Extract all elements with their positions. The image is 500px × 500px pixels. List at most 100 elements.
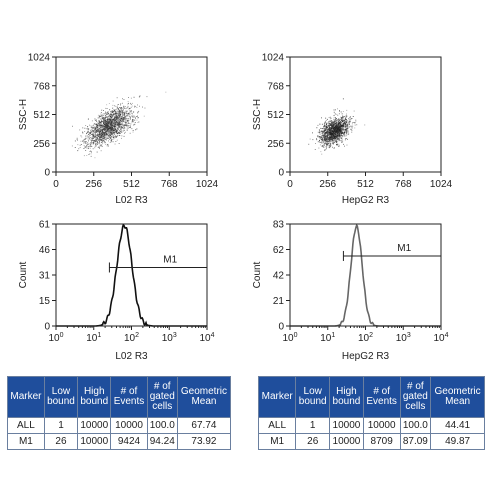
scatter-point [324,131,325,132]
scatter-point [111,111,113,113]
scatter-point [97,121,99,123]
scatter-point [87,138,89,140]
cell-gated: 94.24 [146,433,178,450]
scatter-point [339,135,340,136]
scatter-point [326,133,328,135]
scatter-point [107,120,108,122]
scatter-point [121,113,123,115]
x-axis-label: HepG2 R3 [342,195,390,206]
scatter-point [330,130,332,132]
scatter-point [323,131,325,133]
scatter-point [338,125,340,127]
scatter-point [324,130,326,132]
scatter-point [127,118,129,120]
scatter-point [101,121,103,123]
scatter-point [134,116,136,118]
scatter-point [333,129,335,130]
scatter-point [106,136,108,138]
scatter-point [338,145,340,146]
scatter-point [131,128,133,130]
scatter-point [113,132,115,134]
scatter-point [91,140,93,142]
scatter-point [337,138,339,139]
scatter-point [101,109,103,111]
scatter-point [335,136,337,138]
scatter-point [98,135,100,137]
scatter-point [341,129,343,131]
scatter-point [329,139,331,141]
scatter-point [333,116,335,118]
scatter-point [109,121,110,122]
scatter-point [334,135,335,137]
scatter-point [106,127,108,128]
scatter-point [328,129,330,130]
scatter-point [118,108,120,110]
scatter-point [122,109,124,111]
scatter-point [90,144,92,145]
scatter-point [88,133,90,135]
x-tick-label: 101 [86,332,101,344]
scatter-point [110,139,112,141]
scatter-point [94,129,96,131]
marker-label: M1 [163,254,177,265]
scatter-point [104,138,106,140]
scatter-point [326,132,328,134]
scatter-point [331,123,333,124]
scatter-point [109,122,111,124]
scatter-point [139,105,140,107]
histogram-line [290,223,441,327]
scatter-point [111,132,112,133]
scatter-point [328,123,330,125]
scatter-point [98,142,100,144]
scatter-point [112,120,113,122]
scatter-point [326,138,328,140]
scatter-point [351,118,353,119]
scatter-point [95,129,97,131]
scatter-point [129,127,131,129]
scatter-point [116,123,118,125]
scatter-point [90,147,91,149]
scatter-point [104,133,106,135]
scatter-point [333,128,335,130]
scatter-point [105,115,107,117]
scatter-point [321,133,323,134]
scatter-point [331,134,333,136]
scatter-point [130,104,132,105]
scatter-point [84,142,86,144]
scatter-point [347,138,348,140]
scatter-point [337,126,339,128]
scatter-point [323,137,325,139]
scatter-point [100,131,101,133]
scatter-point [106,123,107,125]
scatter-point [336,113,338,115]
scatter-point [324,149,326,151]
scatter-point [113,109,115,111]
scatter-point [116,113,117,115]
scatter-point [323,123,325,125]
scatter-point [119,122,121,123]
scatter-point [327,132,329,134]
scatter-point [100,112,102,113]
scatter-point [112,130,114,132]
scatter-point [340,129,342,131]
scatter-point [87,147,89,149]
scatter-point [96,144,98,145]
scatter-point [332,123,334,125]
scatter-point [329,131,331,133]
scatter-point [339,122,341,124]
scatter-point [326,123,328,125]
cell-high: 10000 [329,417,364,434]
scatter-point [343,123,345,125]
scatter-point [89,146,91,147]
scatter-point [109,126,111,128]
scatter-point [93,126,95,128]
scatter-point [318,129,320,131]
scatter-point [342,133,343,134]
scatter-point [87,136,89,138]
scatter-point [339,132,341,134]
scatter-point [108,126,110,128]
scatter-point [105,125,106,126]
scatter-point [328,145,330,147]
scatter-point [335,128,337,130]
scatter-point [331,133,332,135]
